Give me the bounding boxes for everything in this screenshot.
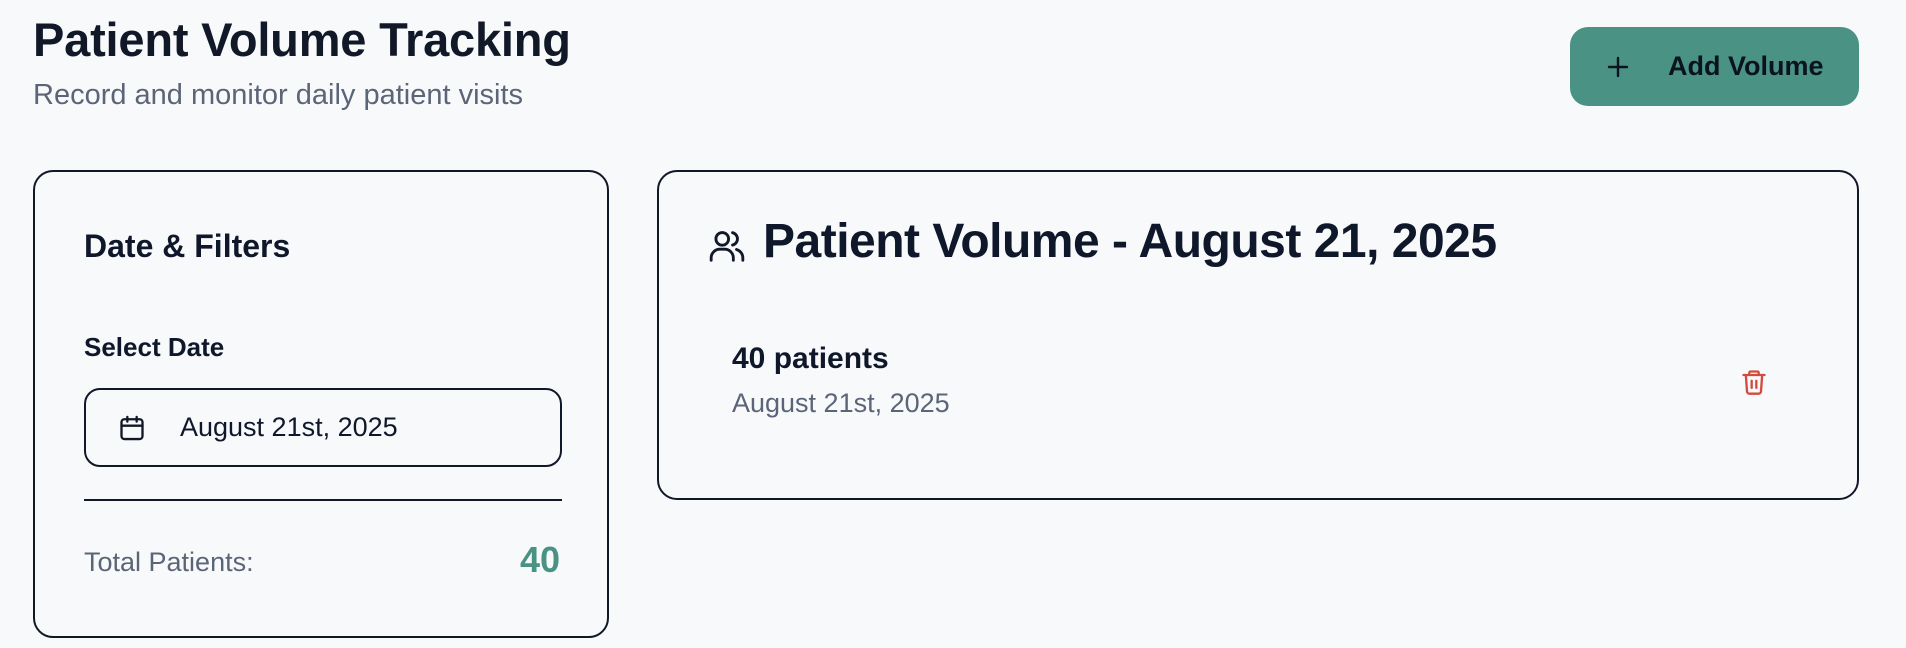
total-patients-label: Total Patients: (84, 547, 254, 577)
entry-date: August 21st, 2025 (732, 388, 950, 418)
add-volume-button[interactable]: Add Volume (1570, 27, 1859, 106)
plus-icon (1606, 55, 1630, 79)
patient-volume-card: Patient Volume - August 21, 2025 40 pati… (657, 170, 1859, 500)
selected-date-value: August 21st, 2025 (180, 412, 398, 442)
total-patients-value: 40 (519, 539, 560, 580)
divider (84, 499, 562, 501)
page-subtitle: Record and monitor daily patient visits (33, 79, 524, 111)
filters-title: Date & Filters (84, 228, 291, 264)
date-filters-card: Date & Filters Select Date August 21st, … (33, 170, 609, 638)
add-volume-label: Add Volume (1668, 51, 1824, 81)
entry-patient-count: 40 patients (732, 342, 889, 375)
users-icon (708, 227, 746, 265)
patient-volume-title: Patient Volume - August 21, 2025 (763, 215, 1497, 268)
trash-icon (1740, 368, 1768, 401)
calendar-icon (118, 414, 146, 442)
page-title: Patient Volume Tracking (33, 13, 571, 66)
date-picker-button[interactable]: August 21st, 2025 (84, 388, 562, 467)
delete-entry-button[interactable] (1734, 364, 1774, 404)
select-date-label: Select Date (84, 332, 225, 362)
volume-entry: 40 patients August 21st, 2025 (732, 342, 1792, 442)
